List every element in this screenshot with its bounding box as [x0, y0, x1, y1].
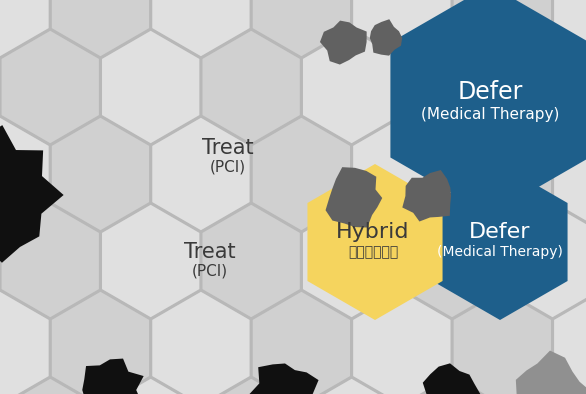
Polygon shape — [403, 170, 451, 221]
Polygon shape — [453, 0, 551, 57]
Text: Hybrid: Hybrid — [336, 222, 410, 242]
Polygon shape — [326, 167, 382, 227]
Polygon shape — [553, 117, 586, 231]
Text: Treat: Treat — [202, 138, 254, 158]
Polygon shape — [403, 30, 502, 144]
Polygon shape — [370, 19, 402, 56]
Polygon shape — [51, 117, 150, 231]
Polygon shape — [0, 0, 49, 57]
Polygon shape — [553, 0, 586, 57]
Text: (PCI): (PCI) — [192, 264, 228, 279]
Text: （最大充血）: （最大充血） — [348, 245, 398, 259]
Polygon shape — [51, 291, 150, 394]
Polygon shape — [453, 291, 551, 394]
Polygon shape — [302, 30, 401, 144]
Polygon shape — [1, 204, 100, 318]
Text: Defer: Defer — [457, 80, 523, 104]
Polygon shape — [503, 204, 586, 318]
Polygon shape — [0, 125, 64, 263]
Polygon shape — [152, 0, 250, 57]
Polygon shape — [403, 378, 502, 394]
Polygon shape — [152, 117, 250, 231]
Text: Defer: Defer — [469, 222, 531, 242]
Polygon shape — [1, 378, 100, 394]
Polygon shape — [553, 291, 586, 394]
Polygon shape — [302, 378, 401, 394]
Polygon shape — [503, 30, 586, 144]
Text: Treat: Treat — [184, 242, 236, 262]
Polygon shape — [51, 0, 150, 57]
Text: (Medical Therapy): (Medical Therapy) — [437, 245, 563, 259]
Polygon shape — [82, 359, 144, 394]
Polygon shape — [514, 351, 586, 394]
Polygon shape — [1, 30, 100, 144]
Polygon shape — [302, 204, 401, 318]
Polygon shape — [252, 291, 351, 394]
Text: (Medical Therapy): (Medical Therapy) — [421, 106, 559, 121]
Polygon shape — [403, 204, 502, 318]
Polygon shape — [250, 363, 319, 394]
Polygon shape — [421, 363, 481, 394]
Polygon shape — [252, 117, 351, 231]
Polygon shape — [390, 0, 586, 215]
Polygon shape — [352, 0, 451, 57]
Polygon shape — [152, 291, 250, 394]
Polygon shape — [432, 164, 568, 320]
Polygon shape — [352, 291, 451, 394]
Polygon shape — [202, 30, 301, 144]
Polygon shape — [503, 378, 586, 394]
Polygon shape — [101, 378, 200, 394]
Polygon shape — [320, 20, 367, 65]
Polygon shape — [0, 117, 49, 231]
Polygon shape — [202, 204, 301, 318]
Polygon shape — [352, 117, 451, 231]
Text: (PCI): (PCI) — [210, 160, 246, 175]
Polygon shape — [101, 204, 200, 318]
Polygon shape — [101, 30, 200, 144]
Polygon shape — [252, 0, 351, 57]
Polygon shape — [202, 378, 301, 394]
Polygon shape — [308, 164, 442, 320]
Polygon shape — [0, 291, 49, 394]
Polygon shape — [453, 117, 551, 231]
